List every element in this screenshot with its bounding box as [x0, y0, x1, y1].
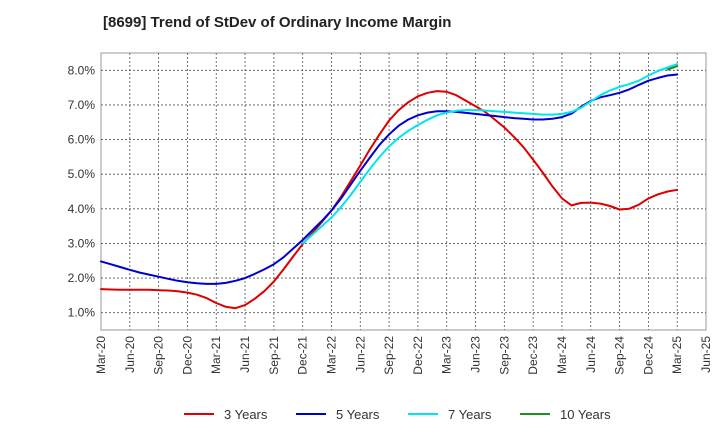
series-line-3-years — [100, 90, 679, 310]
legend-layer: 3 Years 5 Years 7 Years 10 Years — [184, 407, 611, 422]
y-tick-label: 2.0% — [68, 271, 96, 285]
x-tick-label: Sep-22 — [382, 336, 396, 375]
x-tick-label: Jun-22 — [353, 336, 367, 373]
x-tick-label: Mar-21 — [209, 336, 223, 374]
x-tick-label: Sep-21 — [267, 336, 281, 375]
axis-layer: Mar-20 Jun-20 Sep-20 Dec-20 Mar-21 Jun-21 Sep-… — [68, 63, 713, 374]
y-tick-label: 4.0% — [68, 202, 96, 216]
x-tick-label: Jun-21 — [238, 336, 252, 373]
x-tick-label: Dec-20 — [180, 336, 194, 375]
series-layer — [100, 63, 679, 310]
y-tick-label: 8.0% — [68, 63, 96, 77]
x-tick-label: Dec-23 — [526, 336, 540, 375]
chart-title: [8699] Trend of StDev of Ordinary Income… — [103, 14, 452, 31]
y-tick-label: 1.0% — [68, 306, 96, 320]
x-tick-label: Dec-21 — [296, 336, 310, 375]
x-tick-label: Sep-23 — [497, 336, 511, 375]
x-tick-label: Dec-22 — [411, 336, 425, 375]
y-tick-label: 3.0% — [68, 236, 96, 250]
x-tick-label: Mar-20 — [94, 336, 108, 374]
x-tick-label: Mar-23 — [440, 336, 454, 374]
legend-label-3-years: 3 Years — [224, 407, 268, 422]
x-tick-label: Mar-24 — [555, 336, 569, 374]
x-tick-label: Sep-20 — [152, 336, 166, 375]
x-tick-label: Mar-22 — [324, 336, 338, 374]
x-tick-label: Sep-24 — [613, 336, 627, 375]
y-tick-label: 7.0% — [68, 98, 96, 112]
series-line-10-years — [666, 65, 679, 71]
y-tick-label: 5.0% — [68, 167, 96, 181]
x-tick-label: Jun-23 — [469, 336, 483, 373]
series-line-7-years — [301, 63, 679, 245]
x-tick-label: Jun-24 — [584, 336, 598, 373]
legend-label-10-years: 10 Years — [560, 407, 611, 422]
x-tick-label: Jun-25 — [699, 336, 713, 373]
legend-label-7-years: 7 Years — [448, 407, 492, 422]
x-tick-label: Mar-25 — [670, 336, 684, 374]
x-tick-label: Jun-20 — [123, 336, 137, 373]
y-tick-label: 6.0% — [68, 133, 96, 147]
legend-label-5-years: 5 Years — [336, 407, 380, 422]
x-tick-label: Dec-24 — [641, 336, 655, 375]
